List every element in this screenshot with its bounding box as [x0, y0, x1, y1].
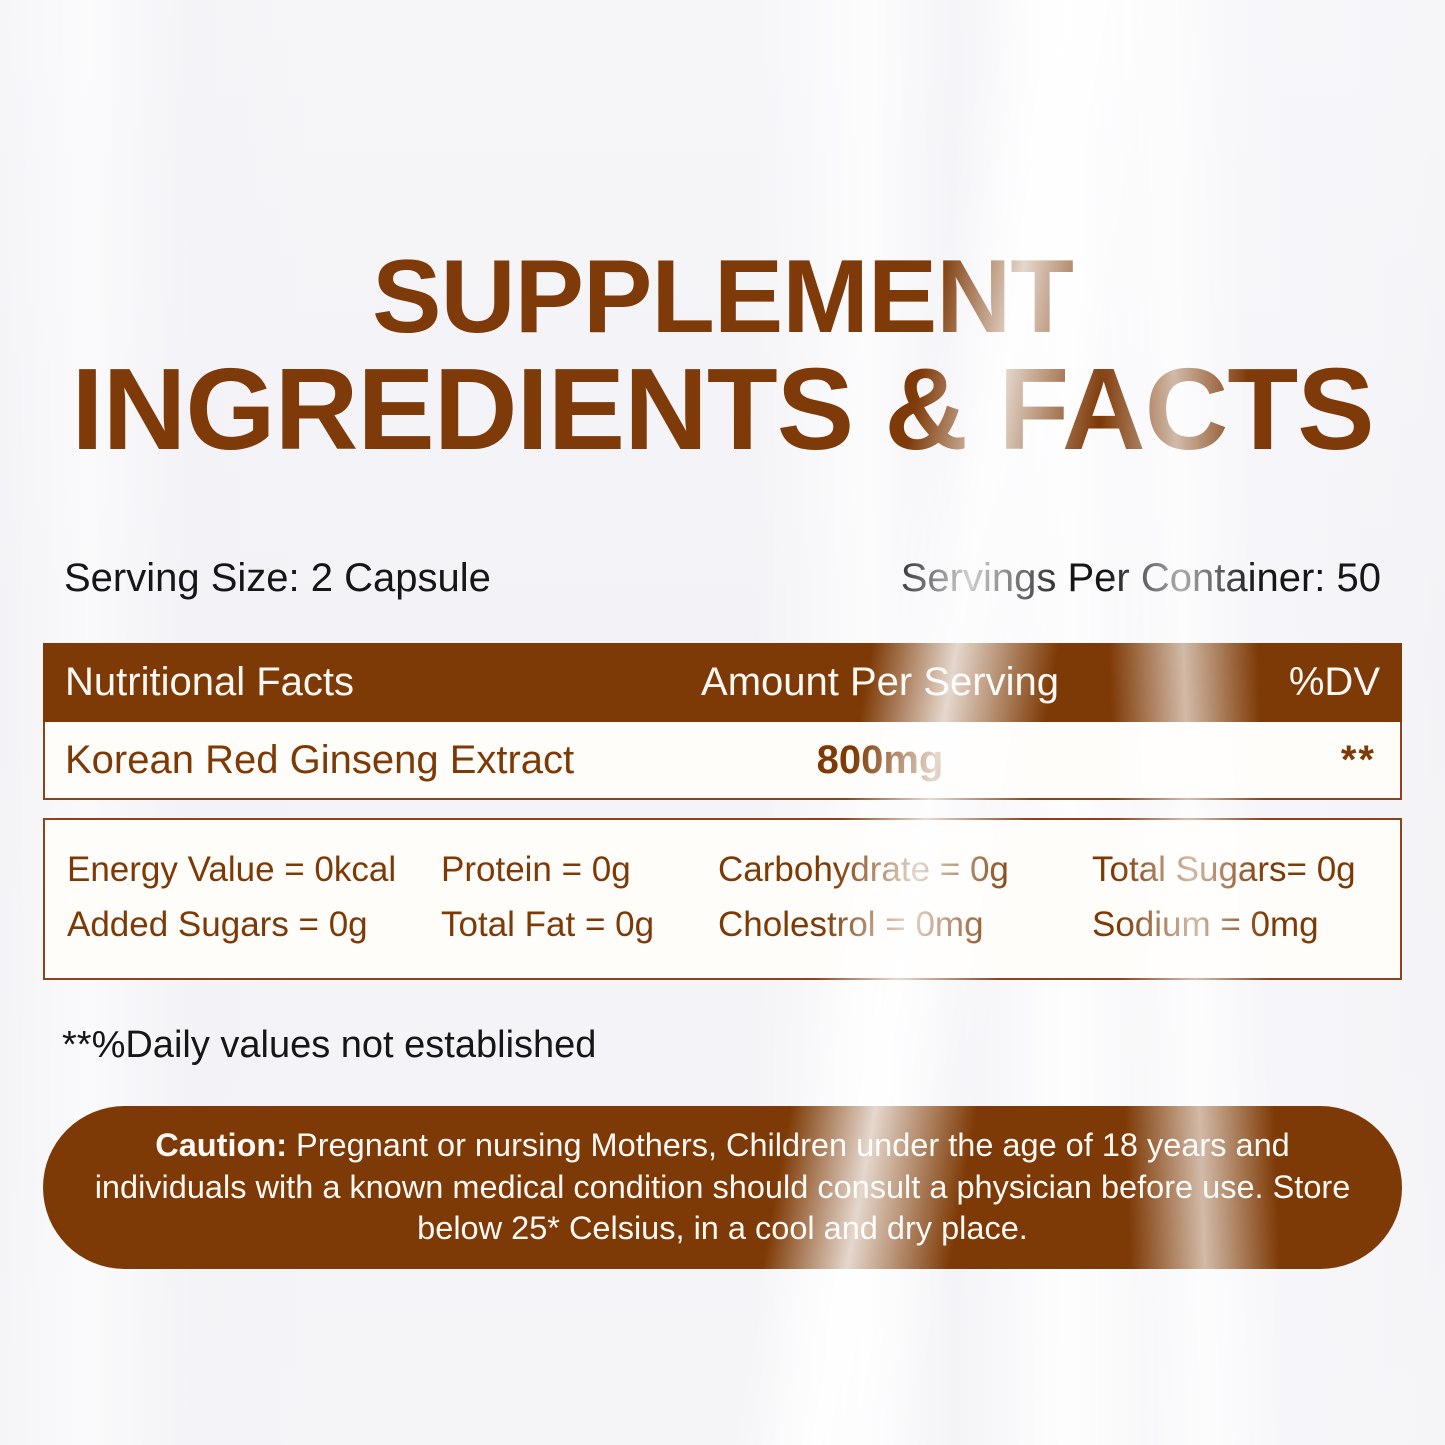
column-header-dv: %DV — [1288, 660, 1380, 704]
ingredient-dv: ** — [1340, 737, 1376, 782]
title-line-2: INGREDIENTS & FACTS — [71, 344, 1374, 475]
nutrient-grid: Energy Value = 0kcal Protein = 0g Carboh… — [45, 842, 1400, 952]
nutrient-line-2: Added Sugars = 0g Total Fat = 0g Cholest… — [45, 897, 1400, 952]
table-header-row: Nutritional Facts Amount Per Serving %DV — [43, 643, 1402, 722]
nutrient-protein: Protein = 0g — [441, 849, 631, 889]
caution-text: Caution: Pregnant or nursing Mothers, Ch… — [77, 1125, 1368, 1250]
caution-body: Pregnant or nursing Mothers, Children un… — [94, 1127, 1351, 1247]
page-title: SUPPLEMENT INGREDIENTS & FACTS — [0, 244, 1445, 468]
caution-banner: Caution: Pregnant or nursing Mothers, Ch… — [43, 1106, 1402, 1269]
title-line-1: SUPPLEMENT — [372, 239, 1074, 355]
column-header-amount-per-serving: Amount Per Serving — [701, 660, 1059, 704]
nutrient-sodium: Sodium = 0mg — [1092, 904, 1319, 944]
serving-info-row: Serving Size: 2 Capsule Servings Per Con… — [64, 556, 1381, 601]
ingredient-amount: 800mg — [816, 737, 944, 782]
nutrient-carbohydrate: Carbohydrate = 0g — [718, 849, 1009, 889]
nutrient-total-fat: Total Fat = 0g — [441, 904, 655, 944]
nutrient-total-sugars: Total Sugars= 0g — [1092, 849, 1356, 889]
nutrient-energy-value: Energy Value = 0kcal — [67, 849, 397, 889]
nutrient-cholesterol: Cholestrol = 0mg — [718, 904, 984, 944]
nutrient-summary-box: Energy Value = 0kcal Protein = 0g Carboh… — [43, 818, 1402, 980]
column-header-nutritional-facts: Nutritional Facts — [65, 660, 354, 704]
serving-size-text: Serving Size: 2 Capsule — [64, 556, 491, 600]
daily-value-disclaimer: **%Daily values not established — [62, 1024, 597, 1066]
ingredient-name: Korean Red Ginseng Extract — [65, 737, 575, 782]
caution-label: Caution: — [155, 1127, 288, 1164]
table-row: Korean Red Ginseng Extract 800mg ** — [43, 722, 1402, 800]
nutrient-line-1: Energy Value = 0kcal Protein = 0g Carboh… — [45, 842, 1400, 897]
servings-per-container-text: Servings Per Container: 50 — [900, 556, 1381, 600]
nutrient-added-sugars: Added Sugars = 0g — [67, 904, 368, 944]
nutritional-facts-table: Nutritional Facts Amount Per Serving %DV… — [43, 643, 1402, 800]
